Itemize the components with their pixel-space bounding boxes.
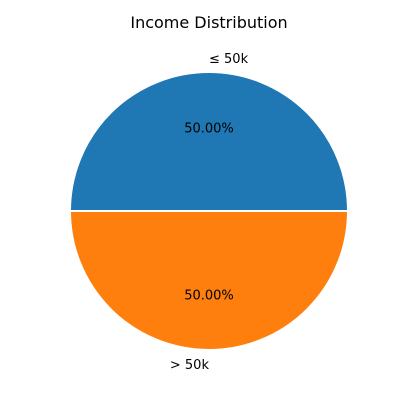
slice-label-2: > 50k <box>170 358 210 373</box>
chart-title: Income Distribution <box>130 13 287 32</box>
slice-percent-2: 50.00% <box>184 288 234 303</box>
slice-label-1: ≤ 50k <box>209 52 249 67</box>
pie-slice-2 <box>68 210 350 351</box>
slice-percent-1: 50.00% <box>184 122 234 137</box>
pie-labels: ≤ 50k 50.00% > 50k 50.00% <box>170 52 249 373</box>
pie-slice-1 <box>68 71 350 212</box>
pie-slices <box>68 71 350 351</box>
